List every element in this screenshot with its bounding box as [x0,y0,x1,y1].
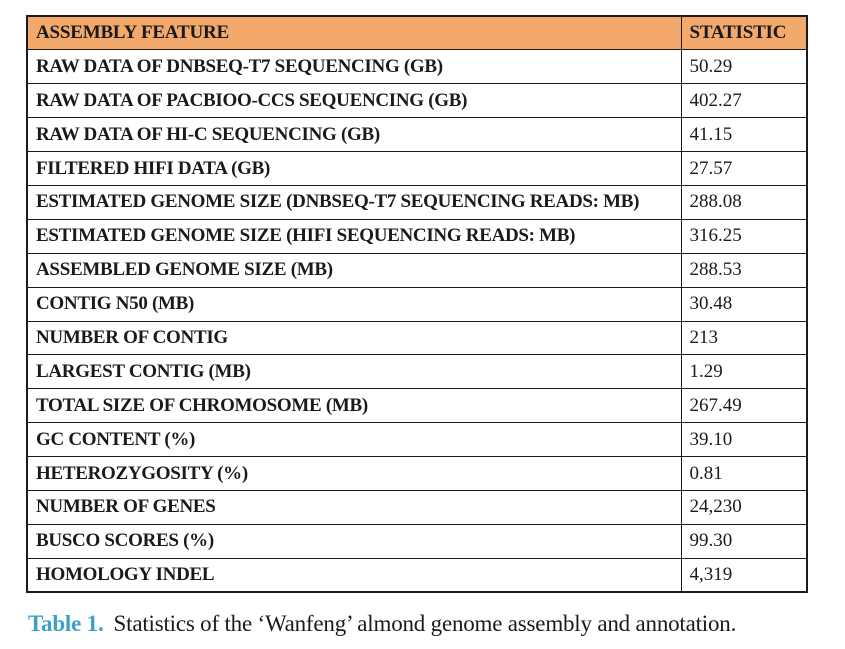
table-row: RAW DATA OF DNBSEQ-T7 SEQUENCING (GB) 50.… [26,49,808,85]
feature-cell: RAW DATA OF HI-C SEQUENCING (GB) [26,117,682,153]
feature-cell: ESTIMATED GENOME SIZE (HIFI SEQUENCING R… [26,218,682,254]
table-row: TOTAL SIZE OF CHROMOSOME (MB) 267.49 [26,388,808,424]
assembly-statistics-table: ASSEMBLY FEATURE STATISTIC RAW DATA OF D… [26,15,808,594]
statistic-cell: 267.49 [680,388,808,424]
feature-cell: BUSCO SCORES (%) [26,523,682,559]
feature-cell: CONTIG N50 (MB) [26,286,682,322]
table-row: HETEROZYGOSITY (%) 0.81 [26,456,808,491]
statistic-cell: 213 [680,320,808,356]
feature-cell: NUMBER OF CONTIG [26,320,682,356]
statistic-cell: 0.81 [680,456,808,491]
header-row: ASSEMBLY FEATURE STATISTIC [26,15,808,51]
table-row: FILTERED HIFI DATA (GB) 27.57 [26,151,808,186]
statistic-cell: 316.25 [680,218,808,254]
feature-cell: ESTIMATED GENOME SIZE (DNBSEQ-T7 SEQUENC… [26,184,682,220]
table-row: ASSEMBLED GENOME SIZE (MB) 288.53 [26,252,808,288]
table-body: RAW DATA OF DNBSEQ-T7 SEQUENCING (GB) 50.… [26,49,808,593]
feature-cell: HOMOLOGY INDEL [26,557,682,593]
table-row: RAW DATA OF PACBIOO-CCS SEQUENCING (GB) 4… [26,83,808,119]
table-row: BUSCO SCORES (%) 99.30 [26,523,808,559]
statistic-cell: 4,319 [680,557,808,593]
statistic-cell: 288.53 [680,252,808,288]
statistic-cell: 50.29 [680,49,808,85]
feature-cell: LARGEST CONTIG (MB) [26,354,682,390]
table-row: NUMBER OF CONTIG 213 [26,320,808,356]
feature-cell: HETEROZYGOSITY (%) [26,456,682,491]
feature-cell: NUMBER OF GENES [26,489,682,525]
table-row: RAW DATA OF HI-C SEQUENCING (GB) 41.15 [26,117,808,153]
statistic-cell: 288.08 [680,184,808,220]
statistic-cell: 39.10 [680,422,808,458]
table-row: LARGEST CONTIG (MB) 1.29 [26,354,808,390]
statistic-cell: 27.57 [680,151,808,186]
table-header: ASSEMBLY FEATURE STATISTIC [26,15,808,51]
table-row: HOMOLOGY INDEL 4,319 [26,557,808,593]
table-caption-text: Statistics of the ‘Wanfeng’ almond genom… [113,611,737,636]
statistic-cell: 24,230 [680,489,808,525]
table-row: CONTIG N50 (MB) 30.48 [26,286,808,322]
column-header-statistic: STATISTIC [680,15,808,51]
feature-cell: TOTAL SIZE OF CHROMOSOME (MB) [26,388,682,424]
statistic-cell: 41.15 [680,117,808,153]
table-row: NUMBER OF GENES 24,230 [26,489,808,525]
feature-cell: ASSEMBLED GENOME SIZE (MB) [26,252,682,288]
feature-cell: RAW DATA OF DNBSEQ-T7 SEQUENCING (GB) [26,49,682,85]
column-header-assembly-feature: ASSEMBLY FEATURE [26,15,682,51]
table-row: ESTIMATED GENOME SIZE (DNBSEQ-T7 SEQUENC… [26,184,808,220]
table-row: ESTIMATED GENOME SIZE (HIFI SEQUENCING R… [26,218,808,254]
feature-cell: GC CONTENT (%) [26,422,682,458]
table-row: GC CONTENT (%) 39.10 [26,422,808,458]
table-caption-label: Table 1. [28,611,104,636]
statistic-cell: 30.48 [680,286,808,322]
statistic-cell: 402.27 [680,83,808,119]
feature-cell: RAW DATA OF PACBIOO-CCS SEQUENCING (GB) [26,83,682,119]
statistic-cell: 99.30 [680,523,808,559]
table-caption: Table 1. Statistics of the ‘Wanfeng’ almo… [28,611,838,637]
feature-cell: FILTERED HIFI DATA (GB) [26,151,682,186]
statistic-cell: 1.29 [680,354,808,390]
